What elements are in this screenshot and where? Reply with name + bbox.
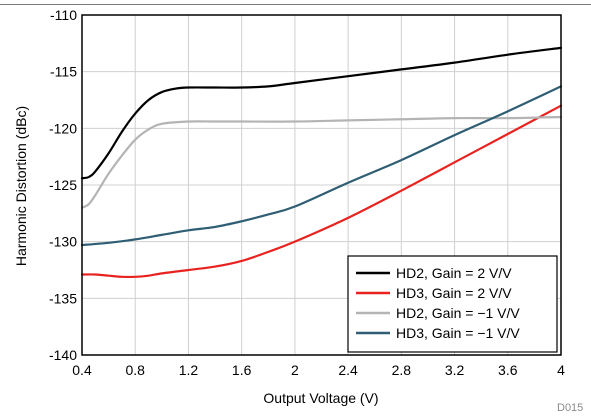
x-tick-label: 2.8 <box>392 362 412 378</box>
series-line-3 <box>80 115 563 209</box>
legend-label: HD2, Gain = −1 V/V <box>396 305 520 321</box>
y-tick-label: -130 <box>49 234 77 250</box>
y-tick-label: -140 <box>49 347 77 363</box>
plot-frame <box>81 14 562 356</box>
series-line-2 <box>80 104 563 279</box>
y-tick-labels: -110 -115 -120 -125 -130 -135 -140 <box>49 7 77 363</box>
legend-label: HD2, Gain = 2 V/V <box>396 265 512 281</box>
y-tick-label: -120 <box>49 120 77 136</box>
x-tick-label: 3.6 <box>498 362 518 378</box>
x-tick-label: 2 <box>291 362 299 378</box>
x-tick-labels: 0.4 0.8 1.2 1.6 2 2.4 2.8 3.2 3.6 4 <box>72 362 565 378</box>
y-axis-title: Harmonic Distortion (dBc) <box>13 106 29 266</box>
x-tick-label: 0.8 <box>125 362 145 378</box>
x-tick-label: 3.2 <box>445 362 465 378</box>
y-tick-label: -110 <box>50 7 77 23</box>
y-tick-label: -125 <box>49 177 77 193</box>
series-line-4 <box>80 85 563 247</box>
x-tick-label: 0.4 <box>72 362 92 378</box>
y-tick-label: -135 <box>49 290 77 306</box>
series-line-1 <box>80 46 563 180</box>
x-tick-label: 2.4 <box>338 362 358 378</box>
top-rule <box>0 4 591 5</box>
legend: HD2, Gain = 2 V/V HD3, Gain = 2 V/V HD2, G… <box>347 255 558 353</box>
x-tick-label: 1.6 <box>232 362 252 378</box>
legend-label: HD3, Gain = 2 V/V <box>396 285 512 301</box>
figure-id: D015 <box>557 402 583 414</box>
y-tick-label: -115 <box>50 64 77 80</box>
x-tick-label: 4 <box>557 362 565 378</box>
x-tick-label: 1.2 <box>179 362 199 378</box>
legend-label: HD3, Gain = −1 V/V <box>396 325 520 341</box>
x-axis-title: Output Voltage (V) <box>263 390 378 406</box>
series-lines <box>80 46 563 279</box>
